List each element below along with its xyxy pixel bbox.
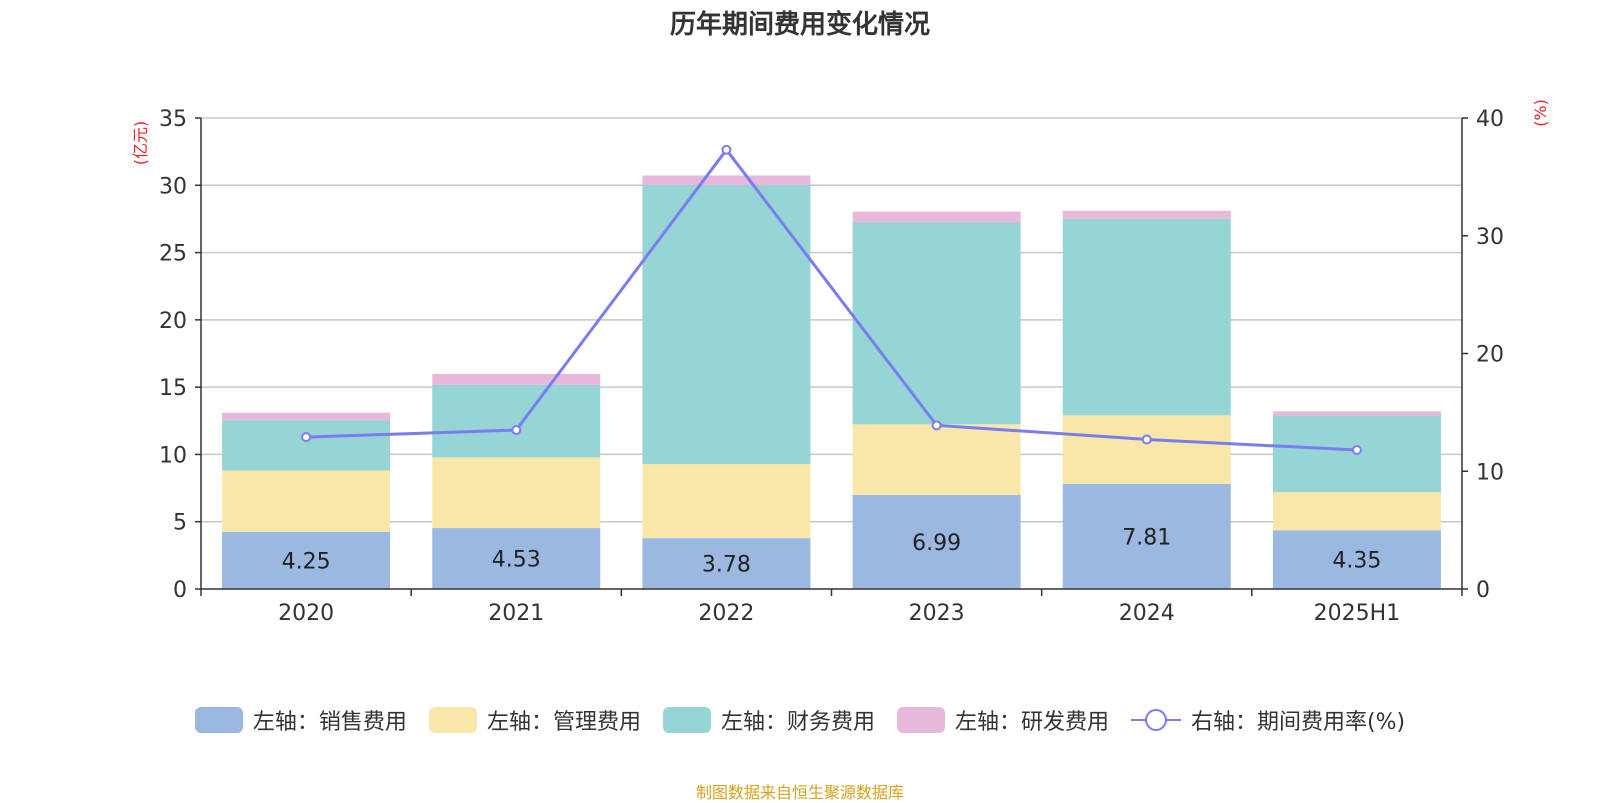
footer-source: 制图数据来自恒生聚源数据库 xyxy=(695,783,904,802)
left-tick-label: 30 xyxy=(159,174,187,199)
left-axis-unit: (亿元) xyxy=(131,121,150,166)
legend-swatch-rnd xyxy=(896,707,945,733)
legend-label-finance: 左轴：财务费用 xyxy=(720,710,875,735)
bar-segment xyxy=(642,538,811,589)
rate-line xyxy=(306,147,1357,452)
bar-value-label: 3.78 xyxy=(702,553,751,578)
bar-segment xyxy=(432,384,601,458)
bar-segment xyxy=(852,222,1021,425)
rate-point xyxy=(1351,445,1362,456)
bars-group xyxy=(222,175,1441,589)
left-tick-label: 35 xyxy=(159,107,187,132)
rate-point xyxy=(931,420,942,431)
bar-segment xyxy=(852,211,1021,223)
rate-point xyxy=(301,432,312,443)
bar-segment xyxy=(1272,411,1441,416)
left-tick-label: 0 xyxy=(173,578,187,603)
legend-item-finance[interactable]: 左轴：财务费用 xyxy=(662,704,875,736)
bar-value-label: 4.35 xyxy=(1332,549,1381,574)
bar-value-label: 4.53 xyxy=(492,548,541,573)
x-tick-label: 2023 xyxy=(909,601,965,626)
bar-segment xyxy=(1272,492,1441,531)
bar-segment xyxy=(1272,530,1441,589)
rate-point xyxy=(721,144,732,155)
x-tick-label: 2021 xyxy=(488,601,544,626)
bar-segment xyxy=(642,464,811,539)
bar-segment xyxy=(222,412,391,421)
rate-line-group xyxy=(301,144,1362,456)
legend-item-sales[interactable]: 左轴：销售费用 xyxy=(194,704,407,736)
bar-segment xyxy=(222,470,391,532)
bar-segment xyxy=(432,457,601,529)
bar-segment xyxy=(1062,218,1231,416)
legend-item-admin[interactable]: 左轴：管理费用 xyxy=(428,704,641,736)
left-tick-label: 15 xyxy=(159,376,187,401)
right-axis-unit: (%) xyxy=(1531,99,1550,127)
legend-label-sales: 左轴：销售费用 xyxy=(252,710,407,735)
bar-segment xyxy=(432,373,601,385)
bar-segment xyxy=(1062,415,1231,484)
x-tick-label: 2024 xyxy=(1119,601,1175,626)
bar-labels-group: 4.25 4.53 3.78 6.99 7.81 4.35 xyxy=(282,525,1382,577)
right-tick-label: 40 xyxy=(1476,107,1504,132)
bar-value-label: 4.25 xyxy=(282,549,331,574)
grid-lines xyxy=(201,117,1462,523)
x-tick-label: 2022 xyxy=(698,601,754,626)
bar-segment xyxy=(1062,210,1231,219)
bar-segment xyxy=(642,175,811,185)
bar-segment xyxy=(432,528,601,589)
left-tick-label: 5 xyxy=(173,511,187,536)
legend-label-rate: 右轴：期间费用率(%) xyxy=(1190,710,1406,735)
bar-value-label: 6.99 xyxy=(912,531,961,556)
legend: 左轴：销售费用 左轴：管理费用 左轴：财务费用 左轴：研发费用 右轴：期间费用率… xyxy=(0,704,1600,736)
right-tick-label: 10 xyxy=(1476,460,1504,485)
bar-segment xyxy=(852,494,1021,589)
legend-swatch-sales xyxy=(194,707,243,733)
left-tick-label: 10 xyxy=(159,443,187,468)
right-tick-label: 0 xyxy=(1476,578,1490,603)
legend-swatch-admin xyxy=(428,707,477,733)
legend-label-rnd: 左轴：研发费用 xyxy=(954,710,1109,735)
bar-segment xyxy=(852,424,1021,495)
x-tick-label: 2020 xyxy=(278,601,334,626)
legend-swatch-finance xyxy=(662,707,711,733)
legend-swatch-rate xyxy=(1130,709,1181,731)
legend-item-rate[interactable]: 右轴：期间费用率(%) xyxy=(1130,704,1406,736)
legend-label-admin: 左轴：管理费用 xyxy=(486,710,641,735)
right-tick-label: 30 xyxy=(1476,225,1504,250)
bar-segment xyxy=(1062,483,1231,589)
bar-value-label: 7.81 xyxy=(1122,525,1171,550)
rate-point xyxy=(1141,434,1152,445)
bar-segment xyxy=(222,531,391,589)
right-tick-label: 20 xyxy=(1476,343,1504,368)
left-tick-label: 25 xyxy=(159,242,187,267)
legend-item-rnd[interactable]: 左轴：研发费用 xyxy=(896,704,1109,736)
x-tick-label: 2025H1 xyxy=(1314,601,1401,626)
chart-title: 历年期间费用变化情况 xyxy=(669,10,930,40)
axes-group: 0 5 10 15 20 25 30 35 0 10 20 30 40 (亿元) (%) 2020 2021 20… xyxy=(131,99,1550,626)
left-tick-label: 20 xyxy=(159,309,187,334)
chart-canvas: 4.25 4.53 3.786.99 7.814.35 051015202530350… xyxy=(131,99,1550,626)
bar-segment xyxy=(642,184,811,465)
rate-point xyxy=(511,425,522,436)
bar-segment xyxy=(222,420,391,471)
